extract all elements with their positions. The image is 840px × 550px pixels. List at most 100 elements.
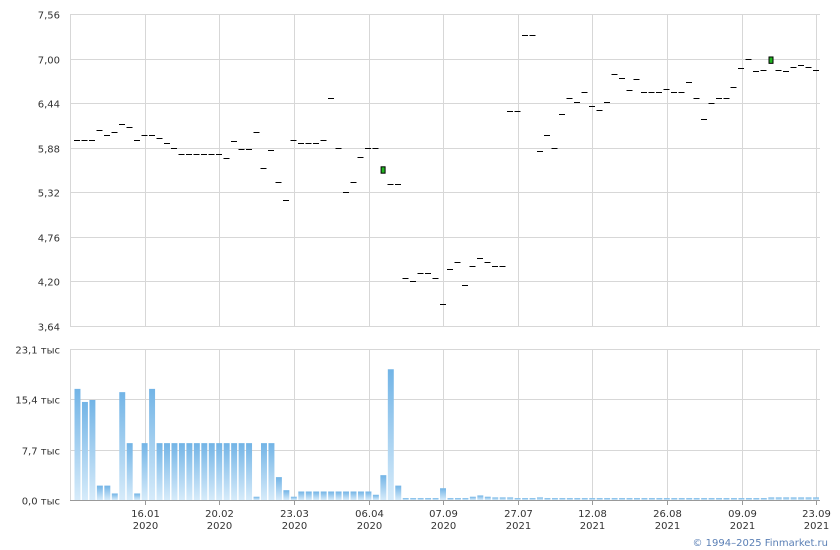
volume-bar [216, 443, 223, 500]
volume-bar [619, 498, 626, 500]
volume-bar [171, 443, 178, 500]
volume-bar [425, 498, 432, 500]
volume-bar [499, 497, 506, 500]
volume-bar [246, 443, 253, 500]
volume-tick-label: 23,1 тыс [15, 346, 60, 357]
volume-bar [596, 498, 603, 500]
volume-bar [723, 498, 730, 500]
volume-bar [156, 443, 163, 500]
price-tick-label: 3,64 [38, 323, 60, 334]
volume-bar [141, 443, 148, 500]
volume-bar [805, 497, 812, 500]
volume-bar [678, 498, 685, 500]
volume-bar [74, 388, 81, 500]
x-axis: 16.01202020.02202023.03202006.04202007.0… [70, 500, 831, 532]
volume-bar [730, 498, 737, 500]
price-tick-label: 4,76 [38, 234, 60, 245]
volume-bar [387, 369, 394, 500]
x-tick-date: 09.09 [728, 509, 757, 520]
volume-bar [335, 491, 342, 500]
volume-bar [372, 494, 379, 500]
volume-bar [313, 491, 320, 500]
x-tick-year: 2021 [506, 521, 531, 532]
volume-bar [783, 497, 790, 500]
volume-tick-label: 7,7 тыс [22, 447, 60, 458]
volume-tick-label: 0,0 тыс [22, 497, 60, 508]
volume-bar [223, 443, 230, 500]
volume-bar [268, 443, 275, 500]
volume-bar [559, 498, 566, 500]
volume-bar [663, 498, 670, 500]
volume-bar [641, 498, 648, 500]
volume-bar [634, 498, 640, 500]
volume-bar [186, 443, 193, 500]
volume-bar [395, 485, 402, 500]
volume-bar [708, 498, 715, 500]
price-tick-label: 7,00 [38, 56, 60, 67]
volume-bar [551, 498, 558, 500]
volume-bar [544, 498, 551, 500]
volume-bar [231, 443, 238, 500]
volume-bar [320, 491, 327, 500]
volume-bar [790, 497, 797, 500]
price-y-axis: 3,64 4,20 4,76 5,32 5,88 6,44 7,00 7,56 [38, 11, 60, 334]
volume-bar [522, 498, 529, 500]
price-tick-label: 5,88 [38, 145, 60, 156]
volume-bar [164, 443, 170, 500]
price-candle [380, 166, 386, 174]
volume-bar [89, 399, 96, 500]
volume-bar [589, 498, 596, 500]
volume-bar [81, 401, 88, 500]
price-grid [70, 14, 820, 327]
volume-bar [492, 497, 499, 500]
volume-bar [656, 498, 663, 500]
x-tick-date: 12.08 [578, 509, 607, 520]
volume-bar [275, 477, 282, 500]
volume-bar [253, 496, 260, 500]
volume-bar [380, 475, 387, 500]
volume-bar [604, 498, 611, 500]
volume-tick-label: 15,4 тыс [15, 396, 60, 407]
volume-bar [201, 443, 208, 500]
volume-bar [283, 490, 290, 500]
x-tick-year: 2020 [431, 521, 456, 532]
x-tick-date: 23.09 [802, 509, 831, 520]
x-tick-year: 2020 [133, 521, 158, 532]
volume-bar [193, 443, 200, 500]
volume-bar [410, 498, 417, 500]
volume-bar [417, 498, 424, 500]
volume-bar [671, 498, 678, 500]
x-tick-year: 2021 [730, 521, 755, 532]
volume-bar [648, 498, 655, 500]
volume-bar [328, 491, 335, 500]
x-tick-year: 2020 [357, 521, 382, 532]
volume-bar [537, 497, 543, 500]
volume-bar [738, 498, 745, 500]
volume-bar [208, 443, 215, 500]
price-series [74, 35, 819, 305]
x-tick-year: 2021 [580, 521, 605, 532]
volume-bar [716, 498, 723, 500]
x-tick-date: 26.08 [653, 509, 682, 520]
volume-bar [357, 491, 364, 500]
volume-bar [529, 498, 536, 500]
x-tick-year: 2021 [655, 521, 680, 532]
volume-bar [104, 485, 111, 500]
volume-y-axis: 0,0 тыс 7,7 тыс 15,4 тыс 23,1 тыс [15, 346, 60, 508]
price-tick-label: 5,32 [38, 189, 60, 200]
volume-bar [775, 497, 782, 500]
x-tick-date: 20.02 [205, 509, 234, 520]
volume-bar [126, 443, 133, 500]
volume-bar [462, 498, 469, 500]
volume-bar [753, 498, 760, 500]
volume-bar [402, 498, 409, 500]
volume-bar [484, 496, 491, 500]
volume-bar [566, 498, 573, 500]
volume-bar [96, 485, 103, 500]
volume-bar [574, 498, 581, 500]
volume-bar [745, 498, 752, 500]
volume-bar [701, 498, 708, 500]
x-tick-year: 2021 [804, 521, 829, 532]
volume-bar [611, 498, 618, 500]
volume-bar [365, 491, 372, 500]
